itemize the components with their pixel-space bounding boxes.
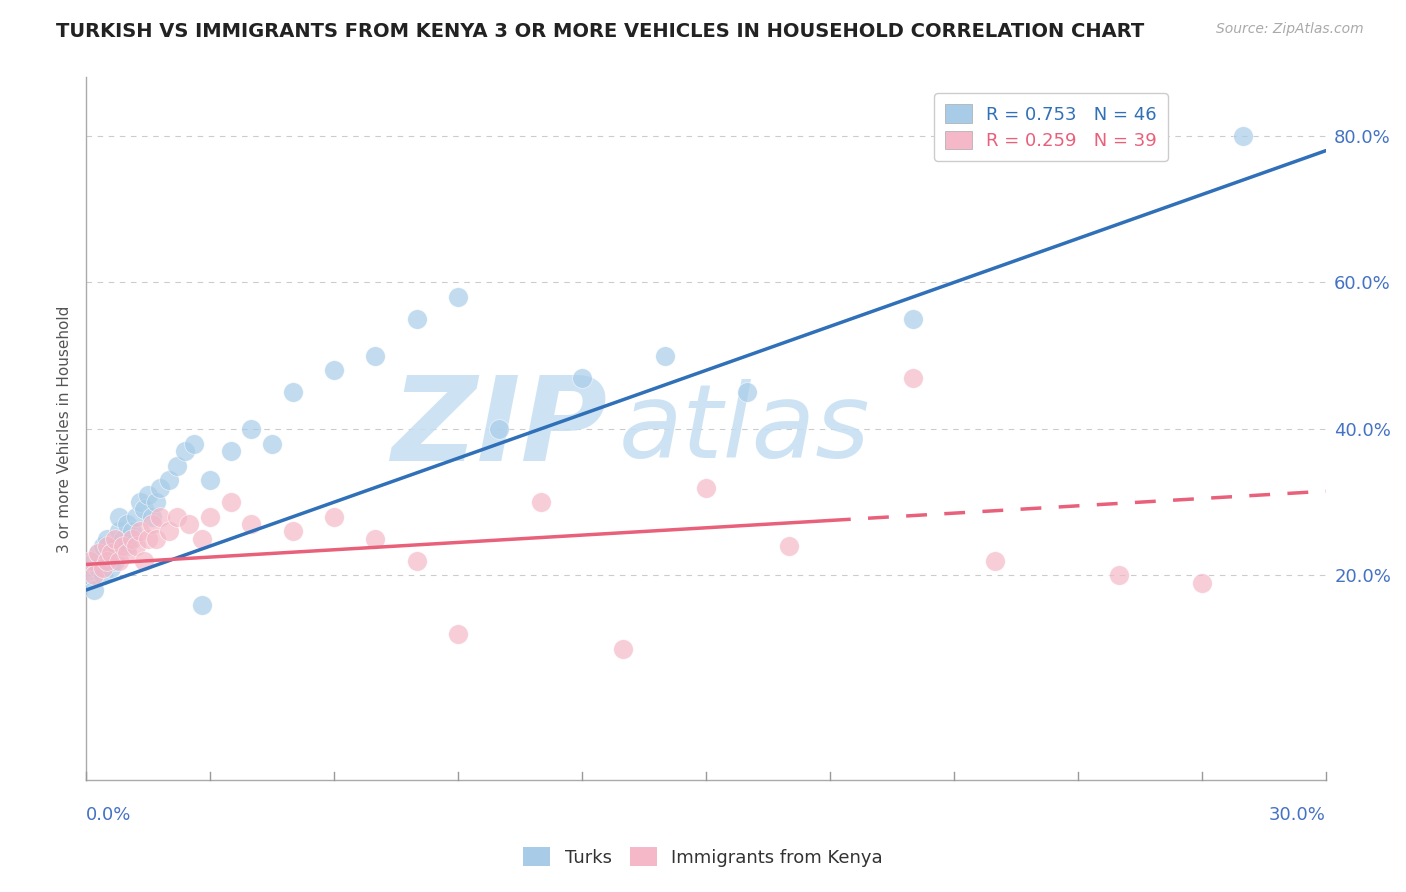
Point bbox=[364, 532, 387, 546]
Text: ZIP: ZIP bbox=[391, 371, 607, 486]
Point bbox=[405, 312, 427, 326]
Point bbox=[157, 524, 180, 539]
Point bbox=[166, 458, 188, 473]
Text: atlas: atlas bbox=[619, 379, 870, 479]
Point bbox=[447, 627, 470, 641]
Point bbox=[128, 495, 150, 509]
Point bbox=[79, 568, 101, 582]
Point bbox=[571, 370, 593, 384]
Point bbox=[136, 488, 159, 502]
Point bbox=[117, 517, 139, 532]
Point bbox=[191, 598, 214, 612]
Point bbox=[149, 481, 172, 495]
Point bbox=[96, 554, 118, 568]
Point bbox=[83, 554, 105, 568]
Legend: R = 0.753   N = 46, R = 0.259   N = 39: R = 0.753 N = 46, R = 0.259 N = 39 bbox=[934, 94, 1168, 161]
Point bbox=[488, 422, 510, 436]
Text: 0.0%: 0.0% bbox=[86, 806, 131, 824]
Legend: Turks, Immigrants from Kenya: Turks, Immigrants from Kenya bbox=[516, 840, 890, 874]
Point bbox=[281, 524, 304, 539]
Point bbox=[108, 509, 131, 524]
Point bbox=[198, 509, 221, 524]
Point bbox=[901, 370, 924, 384]
Point bbox=[179, 517, 201, 532]
Point bbox=[530, 495, 553, 509]
Text: TURKISH VS IMMIGRANTS FROM KENYA 3 OR MORE VEHICLES IN HOUSEHOLD CORRELATION CHA: TURKISH VS IMMIGRANTS FROM KENYA 3 OR MO… bbox=[56, 22, 1144, 41]
Point bbox=[121, 524, 143, 539]
Point bbox=[132, 554, 155, 568]
Point bbox=[141, 517, 163, 532]
Point bbox=[145, 495, 167, 509]
Point bbox=[323, 363, 346, 377]
Text: Source: ZipAtlas.com: Source: ZipAtlas.com bbox=[1216, 22, 1364, 37]
Point bbox=[612, 641, 634, 656]
Point bbox=[108, 554, 131, 568]
Point bbox=[1191, 575, 1213, 590]
Y-axis label: 3 or more Vehicles in Household: 3 or more Vehicles in Household bbox=[58, 305, 72, 553]
Point bbox=[219, 495, 242, 509]
Point bbox=[87, 546, 110, 560]
Point bbox=[240, 422, 263, 436]
Point bbox=[117, 539, 139, 553]
Point bbox=[281, 385, 304, 400]
Point bbox=[112, 532, 135, 546]
Point bbox=[323, 509, 346, 524]
Point bbox=[121, 532, 143, 546]
Point bbox=[447, 290, 470, 304]
Point bbox=[96, 532, 118, 546]
Point bbox=[695, 481, 717, 495]
Point bbox=[219, 444, 242, 458]
Point bbox=[91, 561, 114, 575]
Text: 30.0%: 30.0% bbox=[1270, 806, 1326, 824]
Point bbox=[104, 554, 127, 568]
Point bbox=[79, 554, 101, 568]
Point bbox=[174, 444, 197, 458]
Point bbox=[240, 517, 263, 532]
Point bbox=[778, 539, 800, 553]
Point bbox=[157, 473, 180, 487]
Point bbox=[136, 532, 159, 546]
Point bbox=[100, 546, 122, 560]
Point bbox=[1108, 568, 1130, 582]
Point bbox=[654, 349, 676, 363]
Point bbox=[124, 509, 146, 524]
Point bbox=[901, 312, 924, 326]
Point bbox=[260, 436, 283, 450]
Point bbox=[87, 561, 110, 575]
Point bbox=[96, 554, 118, 568]
Point bbox=[83, 582, 105, 597]
Point bbox=[108, 524, 131, 539]
Point bbox=[104, 532, 127, 546]
Point bbox=[1232, 128, 1254, 143]
Point bbox=[87, 546, 110, 560]
Point bbox=[100, 561, 122, 575]
Point bbox=[112, 539, 135, 553]
Point bbox=[124, 539, 146, 553]
Point bbox=[83, 568, 105, 582]
Point bbox=[141, 509, 163, 524]
Point bbox=[104, 539, 127, 553]
Point bbox=[128, 524, 150, 539]
Point bbox=[117, 546, 139, 560]
Point bbox=[735, 385, 758, 400]
Point bbox=[145, 532, 167, 546]
Point bbox=[149, 509, 172, 524]
Point bbox=[364, 349, 387, 363]
Point bbox=[405, 554, 427, 568]
Point bbox=[132, 502, 155, 516]
Point bbox=[96, 539, 118, 553]
Point bbox=[91, 568, 114, 582]
Point bbox=[183, 436, 205, 450]
Point bbox=[166, 509, 188, 524]
Point bbox=[91, 539, 114, 553]
Point bbox=[100, 546, 122, 560]
Point bbox=[198, 473, 221, 487]
Point bbox=[984, 554, 1007, 568]
Point bbox=[191, 532, 214, 546]
